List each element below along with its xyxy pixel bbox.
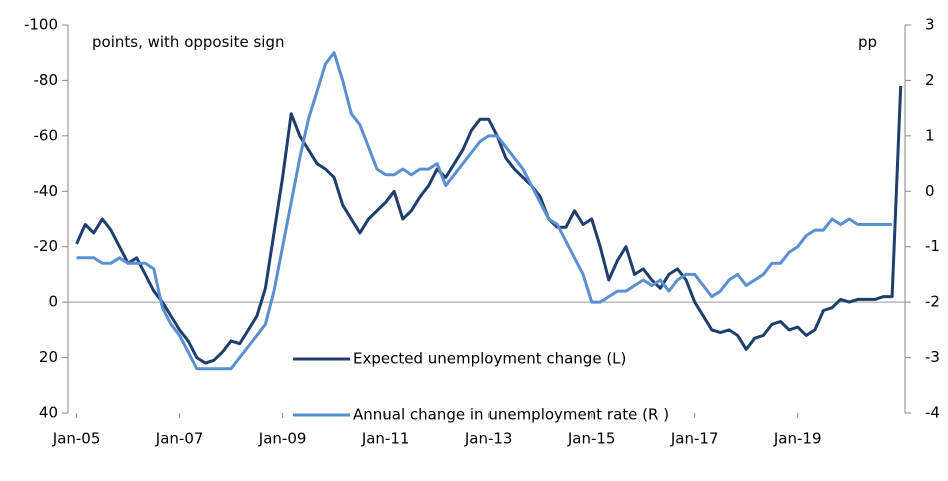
left-axis-note: points, with opposite sign	[92, 33, 285, 51]
x-tick-label: Jan-13	[464, 430, 513, 448]
y2-tick-label: 2	[925, 71, 935, 89]
y2-tick-label: -1	[925, 237, 940, 255]
x-tick-label: Jan-19	[773, 430, 822, 448]
x-tick-label: Jan-11	[361, 430, 410, 448]
x-tick-label: Jan-05	[52, 430, 101, 448]
legend-label: Annual change in unemployment rate (R )	[353, 406, 669, 424]
series-line	[75, 85, 903, 365]
y-tick-label: -40	[34, 182, 59, 200]
y2-tick-label: -4	[925, 404, 940, 422]
x-tick-label: Jan-15	[567, 430, 616, 448]
y-tick-label: -60	[34, 126, 59, 144]
y-tick-label: -20	[34, 237, 59, 255]
y2-tick-label: 1	[925, 126, 935, 144]
right-axis-note: pp	[858, 33, 878, 51]
y-tick-label: 20	[39, 348, 58, 366]
legend-label: Expected unemployment change (L)	[353, 350, 626, 368]
y2-tick-label: 3	[925, 16, 935, 34]
y2-tick-label: -3	[925, 348, 940, 366]
y-tick-label: 0	[48, 293, 58, 311]
y2-tick-label: -2	[925, 293, 940, 311]
x-tick-label: Jan-07	[155, 430, 204, 448]
series-line	[76, 51, 893, 371]
y-tick-label: -80	[34, 71, 59, 89]
x-tick-label: Jan-17	[670, 430, 719, 448]
y2-tick-label: 0	[925, 182, 935, 200]
x-tick-label: Jan-09	[258, 430, 307, 448]
y-tick-label: -100	[24, 16, 58, 34]
y-tick-label: 40	[39, 404, 58, 422]
